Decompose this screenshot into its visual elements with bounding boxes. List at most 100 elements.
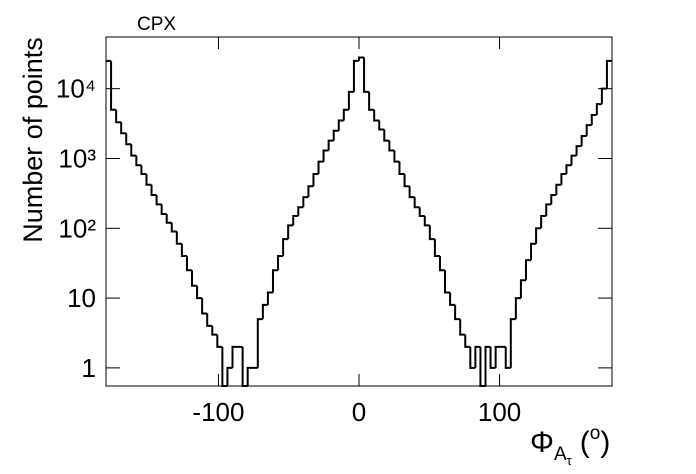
histogram-bin xyxy=(479,346,486,387)
histogram-bin xyxy=(605,59,612,89)
histogram-bin xyxy=(226,366,233,386)
histogram-bin xyxy=(540,214,547,229)
histogram-bin xyxy=(403,173,410,188)
histogram-bin xyxy=(545,203,552,216)
histogram-bin xyxy=(570,154,577,166)
histogram-bin xyxy=(221,346,228,387)
histogram-bin xyxy=(413,197,420,209)
histogram-bin xyxy=(342,108,349,121)
histogram-bin xyxy=(337,119,344,131)
histogram-bin xyxy=(474,345,481,368)
histogram-bin xyxy=(110,60,117,111)
histogram-bin xyxy=(292,214,299,226)
x-label-open: ( xyxy=(580,426,590,459)
histogram-bin xyxy=(514,297,521,320)
histogram-bin xyxy=(393,150,400,163)
histogram-bin xyxy=(363,57,370,93)
histogram-bin xyxy=(352,59,359,92)
histogram-bin xyxy=(140,165,147,175)
histogram-bin xyxy=(115,109,122,124)
histogram-bin xyxy=(358,56,365,61)
histogram-bin xyxy=(180,243,187,258)
histogram-bin xyxy=(246,366,253,386)
histogram-bin xyxy=(590,113,597,126)
histogram-bin xyxy=(373,109,380,122)
x-axis-label: ΦAτ (o) xyxy=(530,423,610,468)
x-label-close: ) xyxy=(600,426,610,459)
histogram-bin xyxy=(231,345,238,368)
histogram-bin xyxy=(428,225,435,241)
histogram-bin xyxy=(484,345,491,386)
histogram-bin xyxy=(504,346,511,369)
histogram-bin xyxy=(312,172,319,187)
histogram-bin xyxy=(585,124,592,136)
x-tick-label: -100 xyxy=(192,397,244,427)
histogram-bin xyxy=(120,122,127,135)
histogram-bin xyxy=(277,255,284,271)
chart-title: CPX xyxy=(137,14,176,35)
histogram-bin xyxy=(266,291,273,305)
histogram-bin xyxy=(196,285,203,300)
x-label-symbol: Φ xyxy=(530,426,554,459)
histogram-bin xyxy=(307,185,314,198)
histogram-bin xyxy=(535,227,542,244)
histogram-bin xyxy=(469,346,476,369)
histogram-bin xyxy=(347,90,354,110)
histogram-bin xyxy=(317,160,324,174)
histogram-bin xyxy=(125,133,132,146)
histogram-bin xyxy=(444,270,451,294)
histogram-bin xyxy=(524,259,532,281)
histogram-bin xyxy=(256,318,263,368)
histogram-bin xyxy=(191,270,198,287)
x-label-sub: A xyxy=(554,444,567,465)
histogram-bin xyxy=(378,120,385,131)
x-tick-label: 0 xyxy=(352,397,366,427)
histogram-bin xyxy=(454,304,461,321)
histogram-bin xyxy=(565,164,572,174)
histogram-bin xyxy=(211,325,218,336)
histogram-bin xyxy=(135,155,142,167)
histogram-bin xyxy=(494,345,501,368)
histogram-bin xyxy=(509,318,516,368)
histogram-bin xyxy=(201,298,208,315)
y-tick-label: 10² xyxy=(58,213,96,243)
histogram-bin xyxy=(433,239,440,258)
histogram-bin xyxy=(175,231,182,245)
histogram-bin xyxy=(418,207,425,217)
histogram-bin xyxy=(327,139,334,151)
histogram-bin xyxy=(282,238,289,257)
histogram-bin xyxy=(185,256,193,272)
histogram-bin xyxy=(423,215,430,227)
histogram-bin xyxy=(150,184,157,196)
histogram-bin xyxy=(489,346,496,369)
histogram-bin xyxy=(388,140,395,152)
histogram-bin xyxy=(575,145,582,156)
histogram-bin xyxy=(322,149,329,162)
y-tick-label: 10³ xyxy=(58,143,96,173)
histogram-bin xyxy=(271,269,279,293)
x-tick-label: 100 xyxy=(478,397,521,427)
x-label-subsub: τ xyxy=(567,453,573,468)
histogram-bin xyxy=(130,144,137,157)
histogram-bin xyxy=(216,334,223,348)
histogram-bin xyxy=(160,204,167,216)
histogram-bin xyxy=(555,183,562,195)
histogram-bin xyxy=(530,242,537,261)
histogram-bin xyxy=(170,222,177,233)
histogram-bin xyxy=(600,87,607,105)
histogram-bin xyxy=(398,161,405,175)
histogram-bin xyxy=(297,206,304,216)
histogram-bin xyxy=(560,172,567,185)
histogram-bin xyxy=(383,129,390,142)
y-tick-label: 10 xyxy=(67,283,96,313)
histogram-bin xyxy=(464,334,471,348)
y-axis-label: Number of points xyxy=(18,37,48,243)
y-tick-label: 10⁴ xyxy=(56,74,96,104)
histogram-bin xyxy=(155,194,162,206)
histogram-bin xyxy=(206,313,213,327)
histogram-bin xyxy=(449,292,456,306)
histogram-bin xyxy=(165,214,172,224)
histogram-bin xyxy=(241,346,248,387)
